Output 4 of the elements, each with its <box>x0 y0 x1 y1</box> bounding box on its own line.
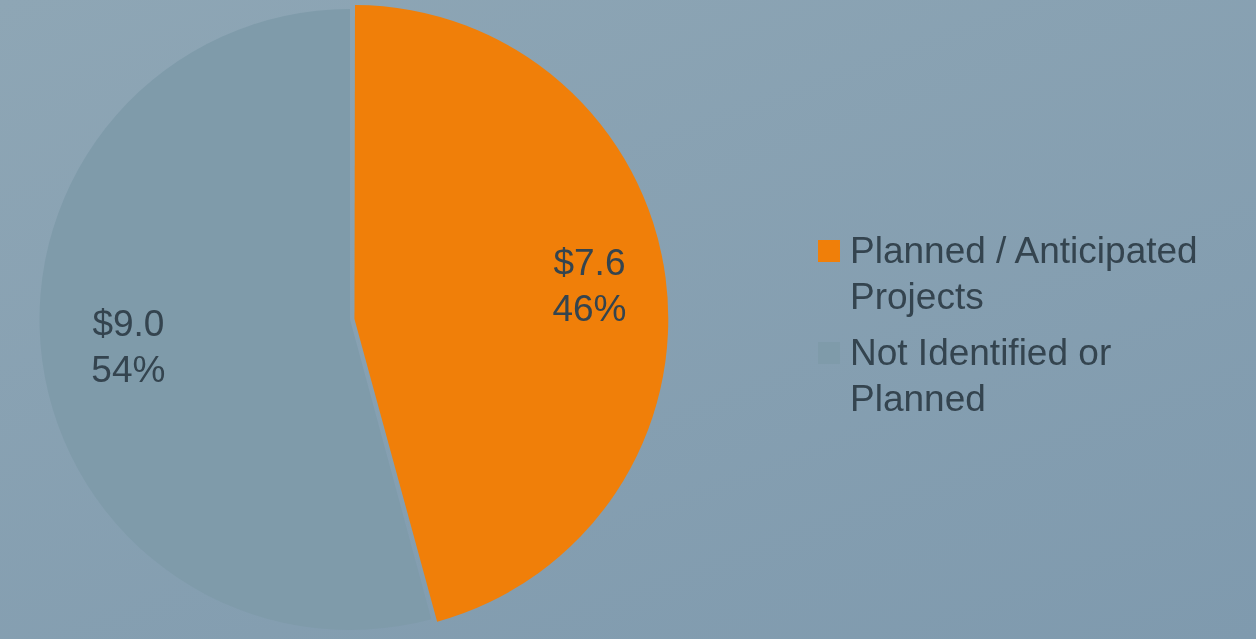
legend-label: Not Identified or Planned <box>850 331 1113 421</box>
legend-label: Planned / Anticipated Projects <box>850 229 1199 319</box>
data-label: $9.0 54% <box>91 303 166 391</box>
data-label: $7.6 46% <box>552 241 627 329</box>
